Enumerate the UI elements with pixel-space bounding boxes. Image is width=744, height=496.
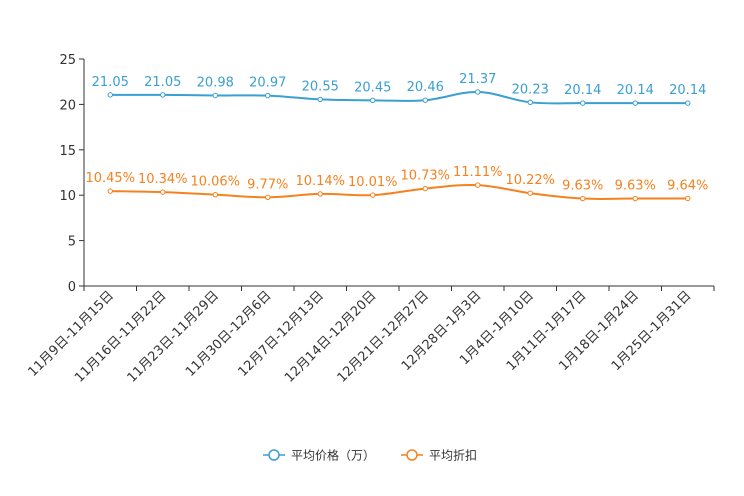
data-point: [580, 100, 586, 106]
data-label: 20.97: [249, 76, 286, 91]
series-layer: 21.05 21.05 20.98 20.97 20.55 20.45 20.46 21.37…: [85, 72, 708, 202]
data-point: [527, 190, 533, 196]
legend-item-discount: 平均折扣: [401, 448, 477, 463]
y-tick-label: 15: [59, 144, 76, 159]
data-label: 9.64%: [667, 178, 708, 193]
data-label: 10.06%: [190, 175, 240, 190]
data-point: [685, 195, 691, 202]
data-label: 20.45: [354, 80, 391, 95]
data-label: 21.05: [144, 75, 181, 90]
series-discount: 10.45% 10.34% 10.06% 9.77% 10.14% 10.01% 10.73…: [85, 165, 708, 202]
data-point: [475, 182, 481, 188]
data-label: 20.46: [407, 80, 444, 95]
data-point: [475, 89, 481, 95]
legend-label: 平均折扣: [429, 448, 477, 463]
data-label: 21.05: [92, 75, 129, 90]
data-label: 21.37: [459, 72, 496, 87]
y-tick-label: 20: [59, 98, 76, 113]
y-tick-label: 0: [68, 280, 76, 295]
data-label: 20.14: [617, 83, 654, 98]
legend-marker: [268, 449, 280, 461]
data-point: [632, 100, 638, 106]
data-point: [422, 185, 428, 192]
legend-item-price: 平均价格（万）: [263, 448, 375, 463]
data-label: 10.45%: [85, 171, 135, 186]
data-point: [685, 100, 691, 106]
data-point: [370, 192, 376, 198]
data-point: [422, 97, 428, 103]
series-line: [110, 90, 688, 105]
data-point: [107, 188, 113, 194]
data-label: 10.22%: [505, 173, 555, 188]
data-label: 9.63%: [615, 179, 656, 194]
x-tick-label: 11月9日-11月15日: [25, 288, 117, 380]
x-tick-label: 11月23日-11月29日: [125, 288, 222, 385]
data-label: 10.73%: [400, 169, 450, 184]
data-label: 20.14: [669, 83, 706, 98]
data-label: 9.63%: [562, 179, 603, 194]
data-label: 20.98: [197, 76, 234, 91]
data-label: 11.11%: [453, 165, 503, 180]
x-tick-label: 12月14日-12月20日: [282, 288, 379, 385]
data-point: [265, 194, 271, 200]
legend: 平均价格（万） 平均折扣: [263, 448, 477, 463]
y-tick-label: 5: [68, 235, 76, 250]
data-point: [212, 92, 218, 99]
data-point: [212, 191, 218, 198]
legend-label: 平均价格（万）: [291, 448, 375, 463]
series-line: [110, 183, 688, 200]
data-point: [107, 92, 113, 98]
legend-marker: [406, 449, 418, 461]
data-point: [632, 195, 638, 202]
data-point: [160, 92, 166, 98]
data-label: 20.55: [302, 79, 339, 94]
data-label: 20.23: [512, 82, 549, 97]
data-label: 20.14: [564, 83, 601, 98]
data-point: [580, 195, 586, 202]
data-point: [317, 96, 323, 103]
data-label: 10.14%: [295, 174, 345, 189]
data-label: 10.34%: [138, 172, 188, 187]
x-tick-label: 12月21日-12月27日: [335, 288, 432, 385]
data-point: [370, 97, 376, 104]
data-point: [265, 92, 271, 99]
data-label: 9.77%: [247, 177, 288, 192]
data-point: [527, 99, 533, 106]
y-tick-label: 25: [59, 53, 76, 68]
data-point: [160, 189, 166, 195]
y-tick-label: 10: [59, 189, 76, 204]
x-tick-label: 11月16日-11月22日: [72, 288, 169, 385]
data-label: 10.01%: [348, 175, 398, 190]
data-point: [317, 191, 323, 197]
series-price: 21.05 21.05 20.98 20.97 20.55 20.45 20.46 21.37…: [92, 72, 706, 106]
